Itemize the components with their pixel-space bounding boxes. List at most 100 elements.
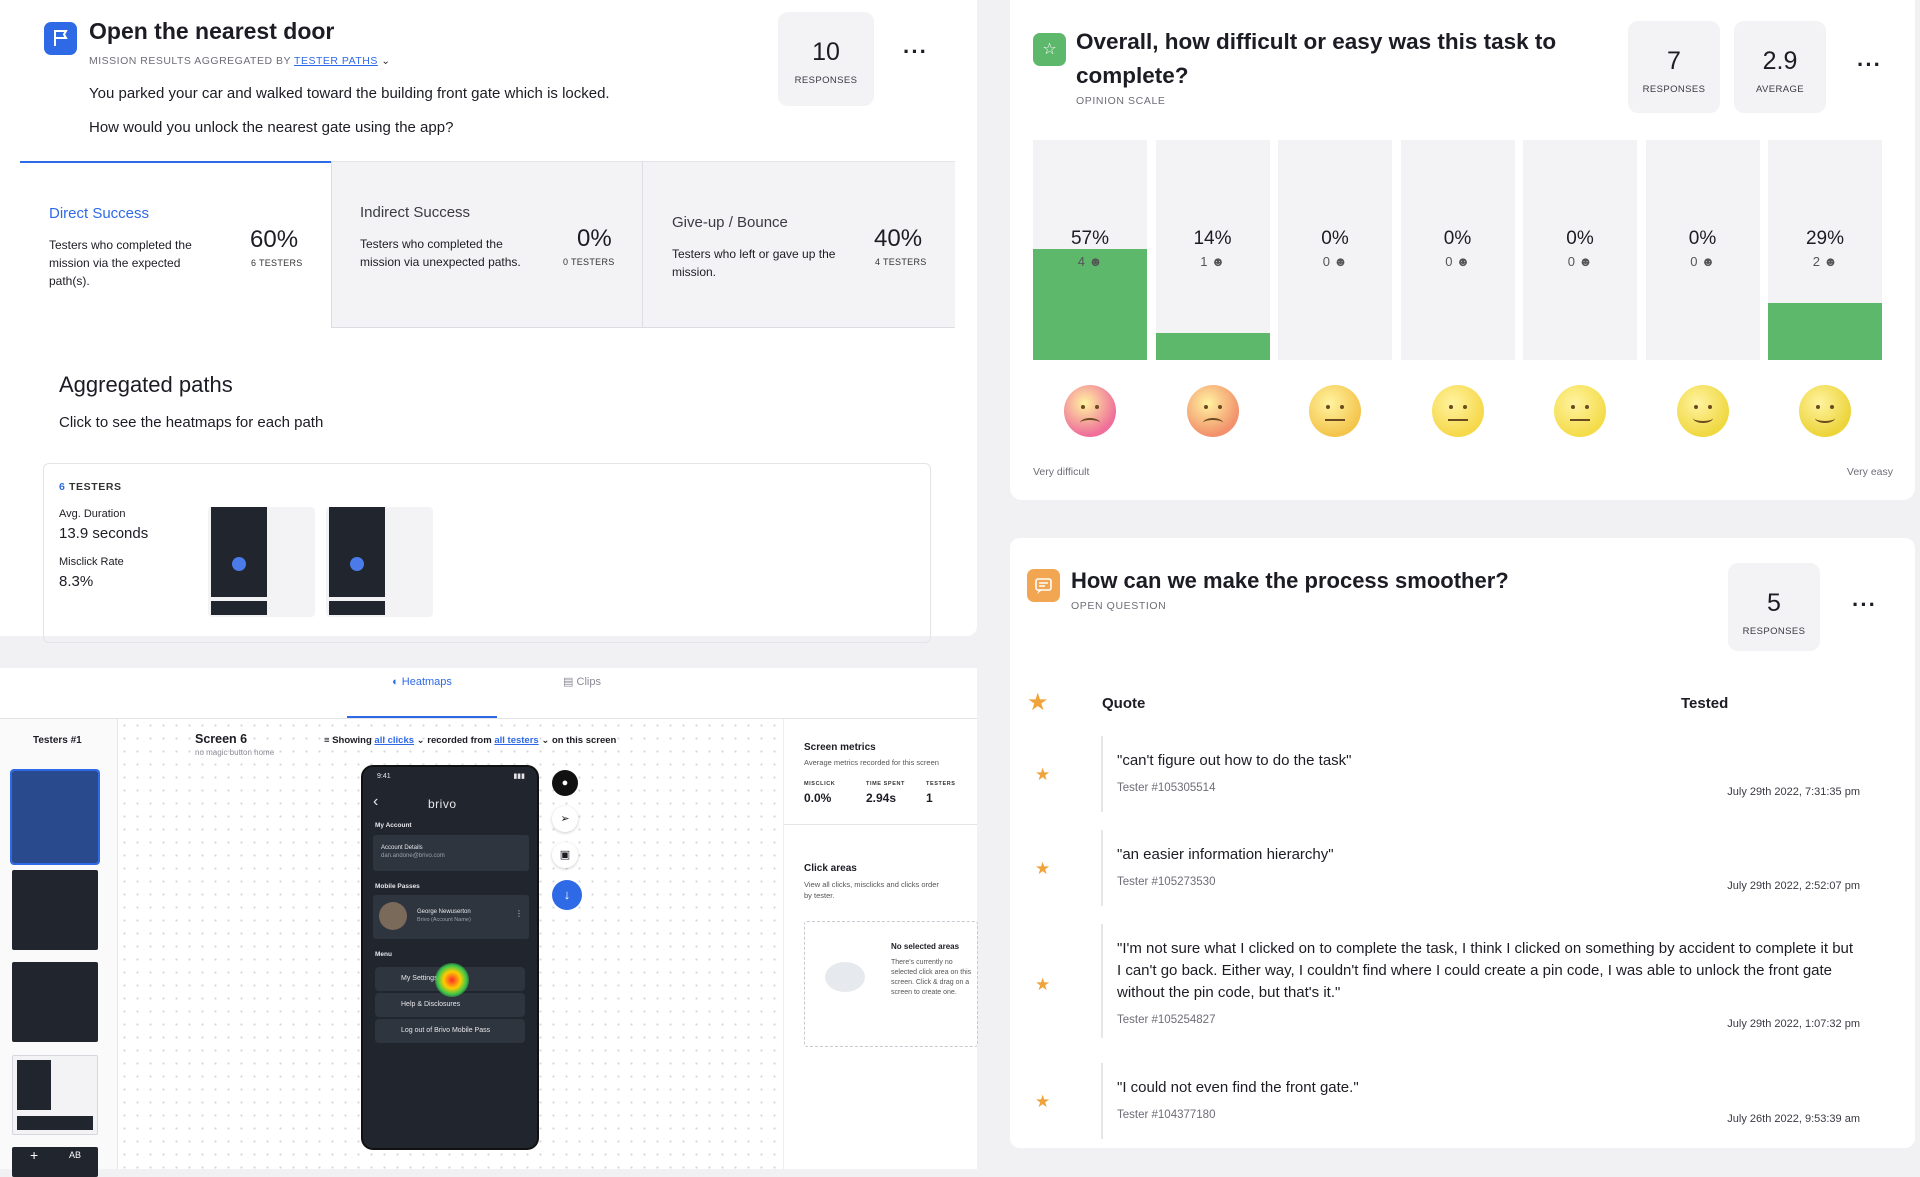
emoji-face-icon: [1554, 385, 1606, 437]
quote-item[interactable]: "I'm not sure what I clicked on to compl…: [1101, 924, 1860, 1038]
mission-subtitle: MISSION RESULTS AGGREGATED BY TESTER PAT…: [89, 55, 391, 67]
opinion-bar-chart: 57% 4 ☻ 14% 1 ☻ 0% 0 ☻ 0% 0 ☻ 0% 0 ☻ 0% 0 ☻ 29% 2 ☻: [1033, 140, 1893, 360]
mobile-pass-row[interactable]: George Newuserton Brivo (Account Name) ⋮: [373, 895, 529, 939]
bar-value-label: 14%: [1193, 228, 1232, 249]
aggregated-paths-title: Aggregated paths: [59, 372, 233, 397]
quote-item[interactable]: "I could not even find the front gate." …: [1101, 1063, 1860, 1139]
metric-tab-direct[interactable]: Direct Success Testers who completed the…: [20, 161, 331, 328]
menu-logout[interactable]: Log out of Brivo Mobile Pass: [375, 1019, 525, 1043]
phone-screen[interactable]: 9:41 ▮▮▮ ‹ brivo My Account Account Deta…: [361, 765, 539, 1150]
responses-box: 10 RESPONSES: [778, 12, 874, 106]
screen-thumbnail[interactable]: + AB: [12, 1147, 98, 1177]
plus-icon: +: [30, 1147, 39, 1163]
heatmap-panel: ◐ Heatmaps ▤ Clips Testers #1 + AB Scree…: [0, 668, 978, 1177]
quote-item[interactable]: "an easier information hierarchy" Tester…: [1101, 830, 1860, 906]
mission-title: Open the nearest door: [89, 18, 335, 44]
scale-high-label: Very easy: [1846, 466, 1893, 478]
bar-value-label: 0%: [1443, 228, 1472, 249]
empty-areas-box: No selected areas There's currently no s…: [804, 921, 978, 1047]
metrics-column: Screen metrics Average metrics recorded …: [783, 719, 978, 1169]
chevron-down-icon[interactable]: ⌄: [416, 735, 425, 746]
bar-value-label: 0%: [1321, 228, 1349, 249]
aggregated-paths-subtitle: Click to see the heatmaps for each path: [59, 414, 324, 431]
chat-icon: [1027, 569, 1060, 602]
heatmap-hotspot: [435, 963, 469, 997]
download-icon[interactable]: ↓: [552, 880, 582, 910]
responses-box: 7 RESPONSES: [1628, 21, 1720, 113]
tab-heatmaps[interactable]: ◐ Heatmaps: [347, 668, 497, 718]
chevron-down-icon[interactable]: ⌄: [541, 735, 550, 746]
more-options-icon[interactable]: ···: [1852, 592, 1877, 617]
path-card[interactable]: 6 TESTERS Avg. Duration 13.9 seconds Mis…: [43, 463, 931, 643]
path-screen-thumbnail[interactable]: [208, 507, 315, 617]
bar-count-label: 1 ☻: [1200, 254, 1225, 269]
back-arrow-icon[interactable]: ‹: [373, 793, 379, 810]
bar-count-label: 0 ☻: [1445, 254, 1470, 269]
heatmap-canvas[interactable]: Screen 6 no magic button home ≡ Showing …: [118, 719, 782, 1169]
more-options-icon[interactable]: ···: [903, 39, 928, 64]
testers-sidebar: Testers #1 + AB: [0, 719, 118, 1177]
image-icon[interactable]: ▣: [552, 842, 578, 868]
star-icon: ☆: [1033, 33, 1066, 66]
click-area-illustration: [825, 962, 865, 992]
question-type: OPEN QUESTION: [1071, 600, 1167, 612]
opinion-card: ☆ Overall, how difficult or easy was thi…: [1010, 0, 1915, 500]
screen-thumbnail[interactable]: [10, 769, 100, 865]
flame-icon: ◐: [392, 676, 399, 688]
mission-question: How would you unlock the nearest gate us…: [89, 119, 454, 136]
bar-count-label: 0 ☻: [1322, 254, 1348, 269]
metric-tab-indirect[interactable]: Indirect Success Testers who completed t…: [331, 161, 642, 328]
quote-item[interactable]: "can't figure out how to do the task" Te…: [1101, 736, 1860, 812]
flame-toggle-icon[interactable]: ●: [552, 770, 578, 796]
screen-thumbnail[interactable]: [12, 870, 98, 950]
all-clicks-dropdown[interactable]: all clicks: [374, 735, 415, 746]
bar-value-label: 0%: [1688, 228, 1717, 249]
opinion-faces: [1033, 385, 1893, 445]
tab-divider: [0, 718, 977, 719]
emoji-face-icon: [1186, 385, 1239, 437]
star-icon[interactable]: ★: [1027, 689, 1049, 716]
screen-thumbnail[interactable]: [12, 962, 98, 1042]
all-testers-dropdown[interactable]: all testers: [494, 735, 539, 746]
star-icon[interactable]: ★: [1035, 975, 1051, 994]
bar-value-label: 57%: [1070, 228, 1110, 249]
opinion-column: 29% 2 ☻: [1768, 140, 1882, 360]
tester-paths-link[interactable]: TESTER PATHS: [294, 55, 378, 67]
heatmap-filter: ≡ Showing all clicks ⌄ recorded from all…: [324, 735, 617, 746]
more-options-icon[interactable]: ···: [1857, 52, 1882, 77]
bar-value-label: 0%: [1566, 228, 1594, 249]
avatar: [379, 902, 407, 930]
opinion-bar: [1033, 248, 1147, 360]
path-screen-thumbnail[interactable]: [326, 507, 433, 617]
opinion-bar: [1768, 303, 1882, 360]
brivo-logo: brivo: [428, 797, 457, 811]
bar-count-label: 4 ☻: [1077, 254, 1103, 269]
responses-box: 5 RESPONSES: [1728, 563, 1820, 651]
sidebar-title: Testers #1: [33, 735, 82, 746]
chevron-down-icon[interactable]: ⌄: [381, 55, 391, 67]
star-icon[interactable]: ★: [1035, 1092, 1051, 1111]
menu-help[interactable]: Help & Disclosures: [375, 993, 525, 1017]
metric-tab-giveup[interactable]: Give-up / Bounce Testers who left or gav…: [642, 161, 955, 328]
metric-testers: TESTERS 1: [926, 781, 956, 805]
star-icon[interactable]: ★: [1035, 765, 1051, 784]
tab-clips[interactable]: ▤ Clips: [563, 676, 601, 688]
account-details-row[interactable]: Account Details dan.andone@brivo.com: [373, 835, 529, 871]
emoji-face-icon: [1309, 385, 1361, 437]
flag-icon: [44, 22, 77, 55]
column-quote: Quote: [1102, 695, 1146, 712]
cursor-icon[interactable]: ➢: [552, 806, 578, 832]
metric-time-spent: TIME SPENT 2.94s: [866, 781, 906, 805]
star-icon[interactable]: ★: [1035, 859, 1051, 878]
mission-description: You parked your car and walked toward th…: [89, 85, 610, 102]
emoji-face-icon: [1799, 385, 1851, 437]
screen-thumbnail[interactable]: [12, 1055, 98, 1135]
mission-card: Open the nearest door MISSION RESULTS AG…: [0, 0, 977, 643]
path-testers: 6 TESTERS: [59, 481, 122, 493]
opinion-column: 0% 0 ☻: [1400, 140, 1515, 360]
question-title: How can we make the process smoother?: [1071, 568, 1509, 593]
screen-subtitle: no magic button home: [195, 748, 275, 757]
metric-misclick: MISCLICK 0.0%: [804, 781, 836, 805]
kebab-icon[interactable]: ⋮: [515, 909, 523, 918]
opinion-title: Overall, how difficult or easy was this …: [1076, 29, 1557, 88]
